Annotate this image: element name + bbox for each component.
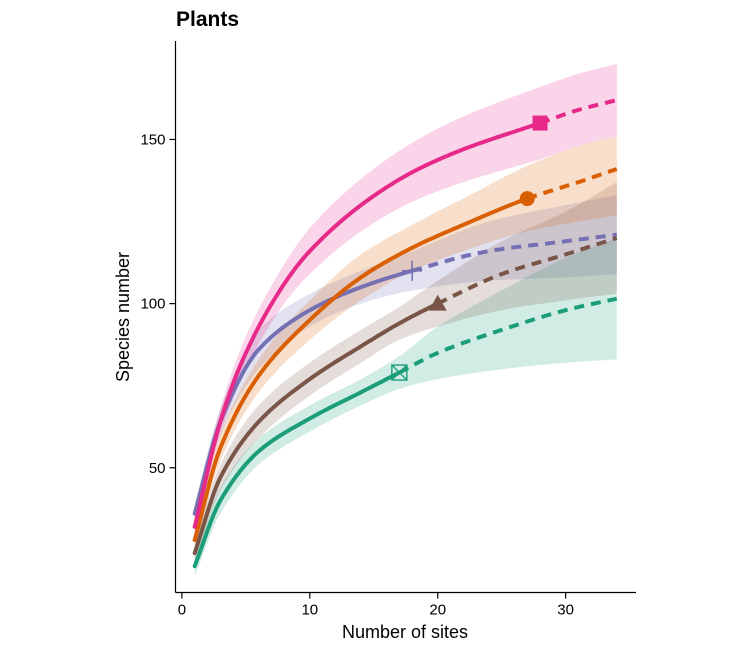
x-tick-label-20: 20 [429,602,446,619]
observed-marker-3 [519,191,535,207]
y-tick-label-150: 150 [140,131,165,148]
observed-marker-2 [428,294,447,311]
observed-markers [391,115,548,381]
x-tick-label-10: 10 [301,602,318,619]
y-tick-label-100: 100 [140,296,165,313]
observed-marker-1-box [391,364,408,381]
axis-ticks: 0 10 20 30 50 100 150 [140,131,574,618]
interpolated-line-4 [192,121,543,529]
x-tick-label-0: 0 [178,602,186,619]
y-axis-label: Species number [113,252,133,382]
extrapolated-line-2 [436,236,618,306]
confidence-band-1 [194,238,617,577]
interpolated-line-1 [192,370,402,569]
observed-marker-4 [532,115,548,131]
confidence-band-3 [194,136,617,550]
y-tick-label-50: 50 [149,460,166,477]
interpolated-line-2 [192,301,440,556]
extrapolated-line-0 [411,232,618,273]
series-lines [192,98,618,569]
extrapolated-line-4 [539,98,618,125]
confidence-band-0 [194,195,617,524]
confidence-band-2 [194,182,617,563]
observed-marker-0 [402,260,423,281]
chart-title: Plants [176,8,239,31]
x-axis-label: Number of sites [342,622,468,642]
observed-marker-1-d2 [391,364,408,381]
axes [174,41,636,594]
x-tick-label-30: 30 [557,602,574,619]
extrapolated-line-1 [398,296,618,375]
observed-marker-1 [391,364,408,381]
interpolated-line-0 [192,268,415,516]
interpolated-line-3 [192,196,530,542]
